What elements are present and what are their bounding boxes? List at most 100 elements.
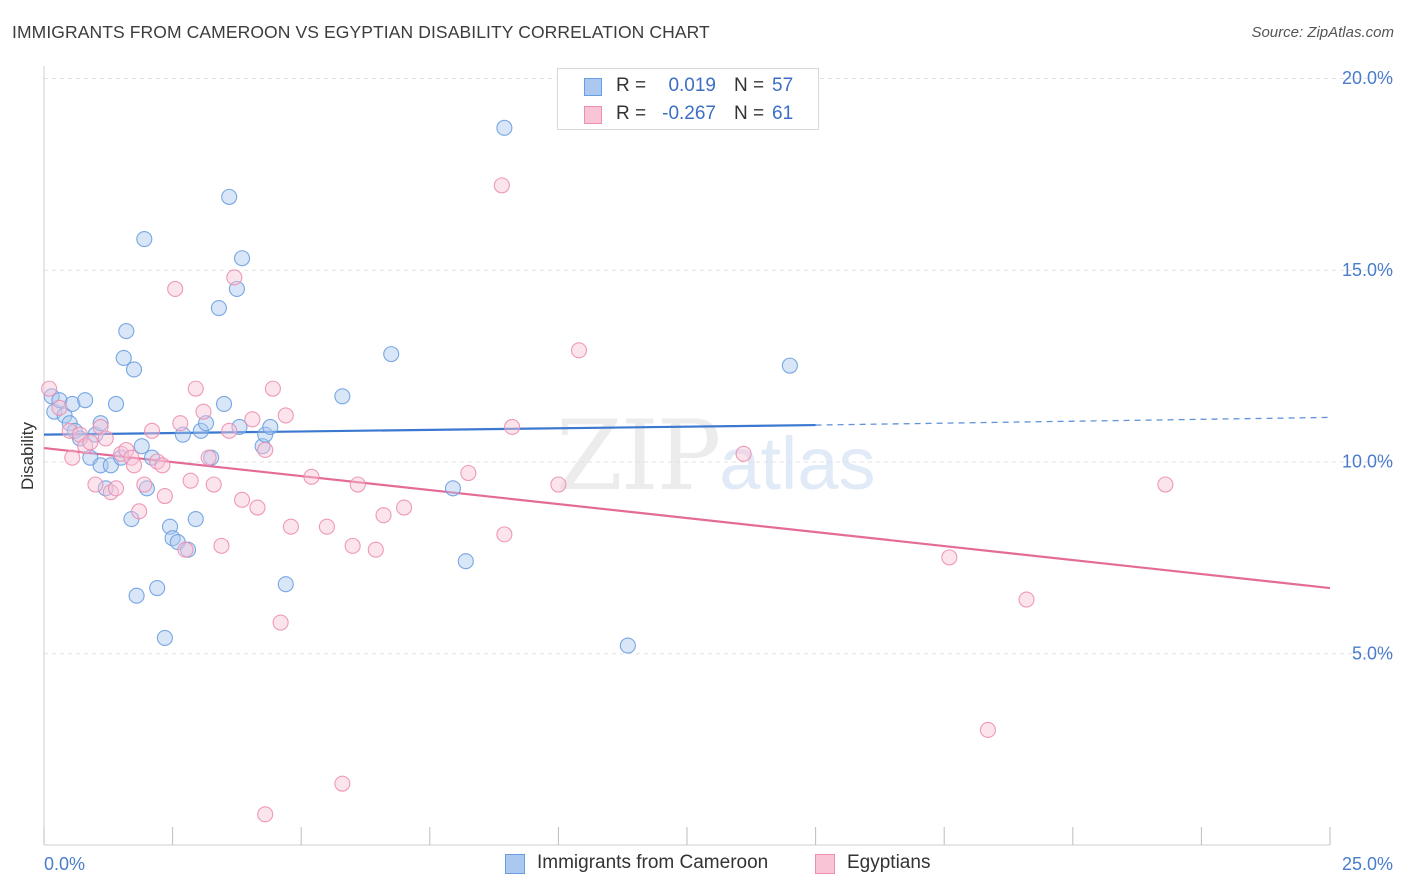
point-egyptians (460, 464, 477, 482)
point-egyptians (167, 280, 184, 297)
point-egyptians (87, 476, 104, 493)
point-egyptians (272, 614, 289, 631)
point-egyptians (367, 541, 384, 558)
point-cameroon (107, 395, 125, 413)
point-cameroon (125, 361, 143, 378)
point-egyptians (226, 269, 243, 286)
r-value: 0.019 (668, 75, 716, 96)
point-cameroon (136, 231, 153, 248)
point-cameroon (781, 357, 798, 374)
point-cameroon (277, 576, 294, 593)
point-egyptians (493, 177, 510, 194)
legend-label: Egyptians (847, 852, 931, 873)
point-egyptians (143, 422, 161, 439)
point-egyptians (282, 518, 299, 535)
watermark-atlas: atlas (719, 422, 876, 505)
point-egyptians (156, 487, 173, 505)
point-egyptians (195, 403, 212, 420)
n-label: N = (734, 103, 765, 124)
point-egyptians (249, 499, 266, 516)
point-egyptians (496, 526, 513, 543)
point-egyptians (136, 476, 153, 493)
stats-box: R = 0.019 N = 57 R = -0.267 N = 61 (557, 68, 819, 130)
point-egyptians (107, 480, 125, 497)
n-value: 61 (772, 103, 794, 124)
source-label: Source: ZipAtlas.com (1251, 24, 1394, 41)
point-cameroon (77, 392, 94, 409)
tick-labels: 5.0% 10.0% 15.0% 20.0% 0.0% 25.0% (44, 68, 1393, 874)
point-cameroon (115, 349, 132, 367)
point-egyptians (504, 418, 521, 436)
point-egyptians (264, 380, 281, 397)
point-cameroon (496, 119, 513, 136)
point-cameroon (64, 395, 81, 413)
stats-row-cameroon: R = 0.019 N = 57 (558, 73, 818, 101)
data-points (41, 119, 1174, 823)
stats-swatch-cameroon (584, 78, 602, 96)
point-egyptians (97, 430, 114, 447)
point-cameroon (231, 418, 248, 436)
point-cameroon (210, 300, 227, 317)
legend-swatch-egyptians (815, 854, 835, 874)
point-egyptians (61, 422, 78, 439)
point-egyptians (221, 422, 238, 439)
point-egyptians (82, 434, 99, 451)
watermark-zip: ZIP (556, 400, 721, 512)
point-egyptians (1157, 476, 1174, 493)
point-cameroon (156, 629, 173, 646)
r-label: R = (616, 103, 647, 124)
point-egyptians (125, 457, 143, 474)
point-egyptians (277, 407, 294, 424)
point-cameroon (262, 418, 279, 436)
point-egyptians (349, 476, 366, 493)
legend-swatch-cameroon (505, 854, 525, 874)
point-egyptians (131, 503, 148, 520)
y-tick-label: 5.0% (1352, 643, 1393, 663)
n-label: N = (734, 75, 765, 96)
point-egyptians (334, 775, 351, 792)
stats-row-egyptians: R = -0.267 N = 61 (558, 101, 818, 129)
point-egyptians (205, 476, 222, 493)
point-egyptians (735, 445, 752, 462)
x-tick-label: 25.0% (1342, 854, 1393, 874)
r-label: R = (616, 75, 647, 96)
point-egyptians (941, 549, 958, 566)
point-cameroon (233, 250, 251, 267)
point-egyptians (51, 399, 68, 416)
point-cameroon (334, 388, 351, 405)
point-egyptians (396, 499, 413, 516)
point-egyptians (979, 721, 996, 739)
point-cameroon (383, 346, 400, 363)
point-egyptians (550, 476, 567, 493)
point-egyptians (200, 449, 217, 466)
point-egyptians (1018, 591, 1035, 608)
point-egyptians (182, 472, 199, 489)
point-cameroon (128, 587, 145, 604)
point-egyptians (257, 806, 274, 823)
trend-line-cameroon-extension (815, 416, 1331, 426)
y-tick-label: 10.0% (1342, 452, 1393, 472)
point-egyptians (318, 518, 335, 535)
grid-lines (44, 78, 1394, 655)
x-tick-label: 0.0% (44, 854, 85, 874)
point-egyptians (64, 449, 81, 466)
y-tick-label: 15.0% (1342, 260, 1393, 280)
point-egyptians (344, 537, 361, 554)
point-egyptians (570, 342, 588, 359)
point-egyptians (177, 541, 194, 558)
n-value: 57 (772, 75, 794, 96)
point-cameroon (133, 438, 150, 455)
trend-line-egyptians (43, 446, 1331, 590)
point-egyptians (172, 415, 189, 432)
legend-label: Immigrants from Cameroon (537, 852, 769, 873)
r-value: -0.267 (662, 103, 716, 124)
point-cameroon (619, 637, 636, 654)
axes (43, 66, 1331, 846)
stats-swatch-egyptians (584, 106, 602, 124)
point-cameroon (215, 395, 233, 413)
y-tick-label: 20.0% (1342, 68, 1393, 88)
point-egyptians (213, 537, 230, 554)
watermark: ZIPatlas (556, 400, 876, 512)
point-cameroon (149, 580, 166, 597)
